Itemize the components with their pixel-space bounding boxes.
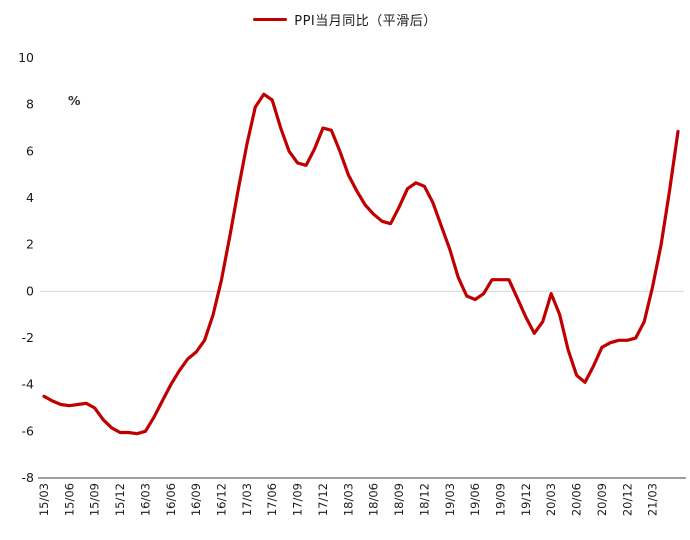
x-tick-label: 18/03: [341, 483, 355, 516]
legend: PPI当月同比（平滑后）: [0, 10, 690, 29]
x-tick-label: 20/09: [595, 483, 609, 516]
x-tick-label: 16/09: [189, 483, 203, 516]
x-tick-label: 16/03: [138, 483, 152, 516]
x-tick-label: 20/06: [570, 483, 584, 516]
y-tick-label: 2: [26, 237, 34, 252]
x-tick-label: 16/06: [164, 483, 178, 516]
x-tick-label: 15/03: [37, 483, 51, 516]
legend-line-swatch: [253, 18, 288, 21]
x-tick-label: 16/12: [215, 483, 229, 516]
y-tick-label: 0: [26, 283, 34, 298]
x-tick-label: 21/03: [646, 483, 660, 516]
ppi-series-line: [42, 92, 680, 436]
x-tick-label: 20/12: [620, 483, 634, 516]
legend-label: PPI当月同比（平滑后）: [294, 14, 437, 29]
x-tick-label: 15/09: [88, 483, 102, 516]
y-tick-label: 4: [26, 190, 34, 205]
y-axis-unit-label: %: [68, 93, 81, 108]
y-tick-label: 10: [18, 50, 34, 65]
x-tick-label: 19/12: [519, 483, 533, 516]
x-tick-label: 17/03: [240, 483, 254, 516]
x-tick-label: 17/06: [265, 483, 279, 516]
x-tick-label: 18/06: [367, 483, 381, 516]
y-tick-label: -8: [22, 470, 35, 485]
x-tick-label: 18/12: [417, 483, 431, 516]
y-tick-label: -4: [22, 377, 35, 392]
x-tick-label: 17/09: [291, 483, 305, 516]
x-tick-label: 19/09: [493, 483, 507, 516]
x-tick-label: 18/09: [392, 483, 406, 516]
x-tick-label: 15/06: [62, 483, 76, 516]
y-tick-label: -2: [22, 330, 34, 345]
x-tick-label: 17/12: [316, 483, 330, 516]
y-tick-label: 8: [26, 97, 34, 112]
y-tick-label: 6: [26, 143, 34, 158]
x-tick-label: 15/12: [113, 483, 127, 516]
x-tick-label: 19/03: [443, 483, 457, 516]
x-tick-label: 19/06: [468, 483, 482, 516]
x-tick-label: 20/03: [544, 483, 558, 516]
y-tick-label: -6: [22, 423, 35, 438]
